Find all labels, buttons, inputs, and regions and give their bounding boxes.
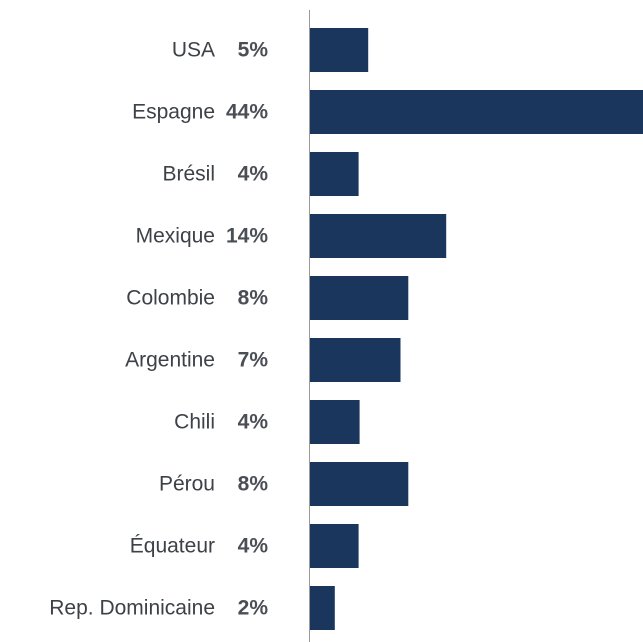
bar-argentine — [310, 338, 401, 382]
bar-mexique — [310, 214, 447, 258]
value-label-rep-dominicaine: 2% — [238, 597, 269, 620]
bars-group — [310, 28, 643, 630]
value-label-bresil: 4% — [238, 163, 269, 186]
category-label-equateur: Équateur — [130, 535, 215, 558]
value-label-equateur: 4% — [238, 535, 269, 558]
category-label-argentine: Argentine — [125, 349, 215, 372]
bar-perou — [310, 462, 409, 506]
category-label-bresil: Brésil — [162, 163, 215, 186]
bar-rep-dominicaine — [310, 586, 335, 630]
value-label-perou: 8% — [238, 473, 269, 496]
value-label-chili: 4% — [238, 411, 269, 434]
value-labels-group: 5% 44% 4% 14% 8% 7% 4% 8% 4% 2% — [226, 39, 268, 620]
category-label-colombie: Colombie — [126, 287, 215, 310]
category-label-perou: Pérou — [159, 473, 215, 496]
value-label-colombie: 8% — [238, 287, 269, 310]
value-label-argentine: 7% — [238, 349, 269, 372]
category-labels-group: USA Espagne Brésil Mexique Colombie Argentine… — [49, 39, 215, 620]
category-label-espagne: Espagne — [132, 101, 215, 124]
category-label-mexique: Mexique — [136, 225, 215, 248]
bar-chili — [310, 400, 360, 444]
value-label-mexique: 14% — [226, 225, 268, 248]
bar-usa — [310, 28, 369, 72]
bar-equateur — [310, 524, 359, 568]
bar-espagne — [310, 90, 643, 134]
value-label-usa: 5% — [238, 39, 269, 62]
category-label-usa: USA — [172, 39, 215, 62]
bar-bresil — [310, 152, 359, 196]
bar-colombie — [310, 276, 409, 320]
category-label-rep-dominicaine: Rep. Dominicaine — [49, 597, 215, 620]
category-label-chili: Chili — [174, 411, 215, 434]
value-label-espagne: 44% — [226, 101, 268, 124]
